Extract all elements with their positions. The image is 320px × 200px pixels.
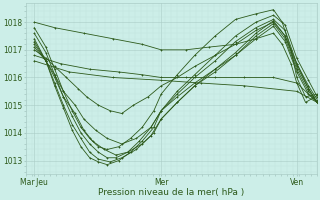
X-axis label: Pression niveau de la mer( hPa ): Pression niveau de la mer( hPa )	[98, 188, 244, 197]
